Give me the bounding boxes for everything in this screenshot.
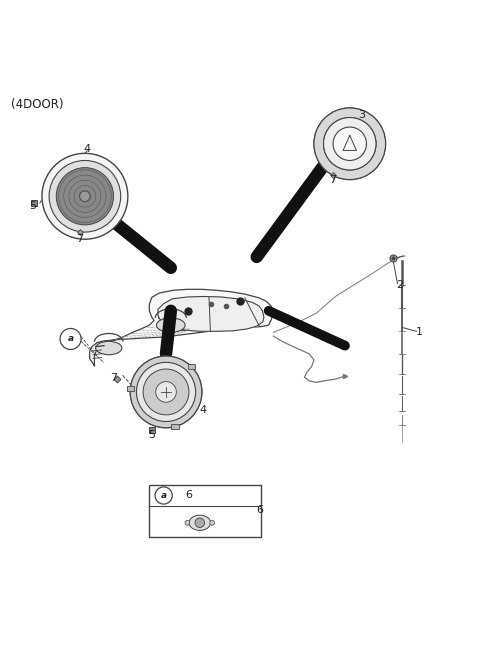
Text: a: a [68, 335, 73, 343]
Text: 4: 4 [199, 405, 206, 415]
Ellipse shape [210, 520, 215, 525]
Circle shape [195, 518, 204, 527]
Circle shape [60, 328, 81, 350]
Text: (4DOOR): (4DOOR) [11, 98, 63, 111]
Text: 5: 5 [148, 430, 155, 440]
Circle shape [314, 108, 385, 179]
Text: a: a [161, 491, 167, 500]
Text: 6: 6 [185, 491, 192, 500]
Text: 1: 1 [416, 328, 422, 337]
Circle shape [80, 191, 90, 202]
Circle shape [333, 127, 366, 160]
Text: 3: 3 [358, 110, 365, 120]
Circle shape [56, 168, 114, 225]
Text: 7: 7 [329, 175, 336, 185]
Polygon shape [158, 297, 264, 331]
Ellipse shape [96, 341, 122, 355]
Text: 5: 5 [29, 201, 36, 211]
Circle shape [130, 356, 202, 428]
Text: 4: 4 [84, 143, 91, 153]
Circle shape [42, 153, 128, 239]
Bar [127, 386, 134, 391]
Circle shape [155, 487, 172, 504]
Ellipse shape [185, 520, 190, 525]
Circle shape [49, 160, 120, 232]
Polygon shape [90, 290, 274, 365]
Bar [188, 364, 195, 369]
Text: 6: 6 [257, 505, 264, 515]
Circle shape [136, 362, 196, 422]
Circle shape [156, 382, 176, 402]
Text: 7: 7 [77, 234, 84, 244]
Bar [149, 485, 262, 538]
Ellipse shape [189, 515, 211, 531]
Circle shape [143, 369, 189, 415]
Bar [171, 424, 179, 429]
Ellipse shape [156, 318, 185, 332]
Text: 2: 2 [396, 280, 403, 290]
Wedge shape [314, 108, 385, 179]
Circle shape [324, 117, 376, 170]
Wedge shape [130, 356, 202, 428]
Text: 7: 7 [110, 373, 117, 383]
